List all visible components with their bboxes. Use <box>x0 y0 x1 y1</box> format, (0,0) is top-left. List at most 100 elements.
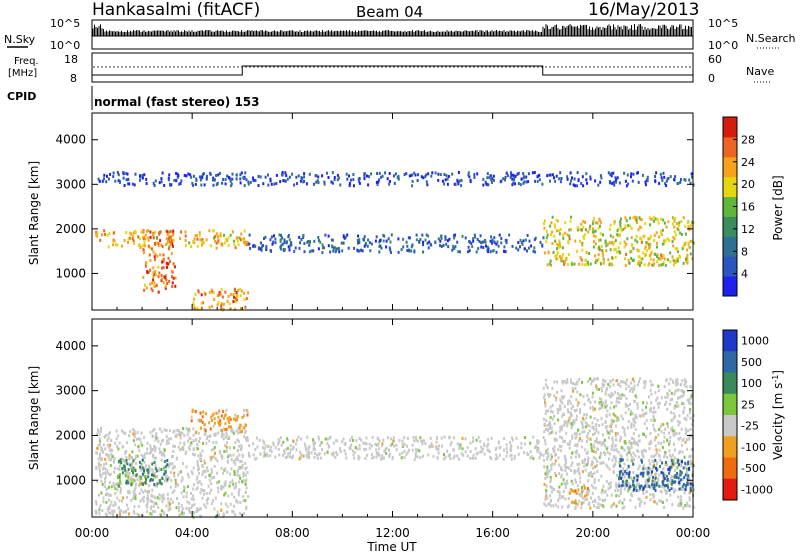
power-cell <box>202 241 205 244</box>
velocity-cell <box>609 425 612 428</box>
velocity-cell <box>546 424 549 428</box>
velocity-cell <box>654 436 657 439</box>
velocity-cell <box>141 443 144 447</box>
velocity-cell <box>127 512 130 516</box>
power-cell <box>640 240 643 244</box>
velocity-cell <box>657 433 660 437</box>
velocity-cell <box>630 424 633 428</box>
velocity-cell <box>156 496 159 500</box>
velocity-cell <box>102 496 105 500</box>
velocity-cell <box>306 435 309 439</box>
velocity-cell <box>603 490 606 494</box>
power-cell <box>170 252 173 256</box>
velocity-cell <box>688 496 691 500</box>
velocity-cell <box>618 482 621 486</box>
power-cell <box>294 246 297 250</box>
velocity-cell <box>650 473 653 477</box>
power-cell <box>511 244 514 248</box>
power-cell <box>555 174 558 178</box>
velocity-cell <box>666 422 669 426</box>
power-cell <box>240 171 243 175</box>
power-cell <box>245 178 248 182</box>
velocity-cell <box>217 415 220 419</box>
velocity-cell <box>569 402 572 405</box>
nsearch-tick-top: 10^5 <box>708 17 738 30</box>
velocity-cell <box>547 454 550 458</box>
velocity-cell <box>239 501 242 504</box>
velocity-cell <box>645 418 648 422</box>
power-cell <box>160 243 163 247</box>
velocity-cell <box>646 472 649 476</box>
power-cell <box>664 221 666 225</box>
velocity-cell <box>505 454 508 458</box>
power-cell <box>198 231 201 235</box>
power-cell <box>558 239 561 243</box>
velocity-cell <box>209 472 212 476</box>
power-cell <box>640 226 643 230</box>
velocity-cell <box>624 440 627 444</box>
power-cell <box>233 307 236 311</box>
velocity-cell <box>125 461 128 465</box>
power-cell <box>288 248 291 252</box>
power-cell <box>303 250 306 254</box>
power-cell <box>156 236 159 240</box>
velocity-cell <box>145 477 147 481</box>
power-cell <box>493 241 496 245</box>
velocity-cell <box>652 486 655 490</box>
velocity-cell <box>650 383 653 387</box>
velocity-cell <box>348 446 351 450</box>
velocity-cell <box>536 439 539 443</box>
power-cell <box>692 241 695 245</box>
velocity-cell <box>116 482 119 486</box>
velocity-cell <box>265 452 268 456</box>
velocity-cell <box>103 484 106 488</box>
power-cell <box>573 177 576 181</box>
velocity-cell <box>132 509 135 513</box>
power-cell <box>557 243 560 247</box>
nave-dot <box>441 66 443 68</box>
velocity-cell <box>554 471 557 475</box>
velocity-cell <box>156 482 159 486</box>
velocity-cell <box>162 510 165 514</box>
velocity-cell <box>387 436 389 440</box>
velocity-cell <box>122 464 125 468</box>
velocity-cell <box>286 437 289 441</box>
velocity-cell <box>355 439 358 443</box>
freq-label-line2: [MHz] <box>8 68 37 79</box>
velocity-cell <box>564 469 567 473</box>
power-cell <box>562 259 565 263</box>
velocity-cell <box>147 468 149 472</box>
velocity-cell <box>177 473 180 477</box>
velocity-cell <box>237 490 240 494</box>
power-cell <box>661 263 664 266</box>
velocity-cell <box>592 443 595 447</box>
velocity-cell <box>556 391 558 394</box>
velocity-cell <box>198 480 201 484</box>
nave-dot <box>601 66 603 68</box>
velocity-cell <box>686 438 688 442</box>
velocity-cell <box>254 448 257 451</box>
power-cell <box>139 178 141 182</box>
power-cell <box>233 295 236 299</box>
power-cell <box>158 181 161 185</box>
velocity-cell <box>123 459 126 463</box>
power-cell <box>643 234 646 238</box>
power-cell <box>162 257 165 261</box>
power-cell <box>632 258 635 262</box>
velocity-cell <box>199 411 202 415</box>
power-cell <box>302 236 305 239</box>
velocity-cell <box>187 446 190 450</box>
power-cell <box>468 249 471 253</box>
nave-dot <box>133 66 135 68</box>
velocity-cell <box>190 491 192 495</box>
power-cell <box>237 243 240 247</box>
velocity-cell <box>630 443 633 447</box>
power-cell <box>496 240 499 244</box>
velocity-cell <box>606 387 609 391</box>
velocity-cell <box>544 442 547 446</box>
power-cell <box>614 239 617 243</box>
velocity-cell <box>244 461 247 465</box>
power-cell <box>163 184 166 187</box>
power-cell <box>639 225 641 229</box>
power-cell <box>234 300 237 304</box>
